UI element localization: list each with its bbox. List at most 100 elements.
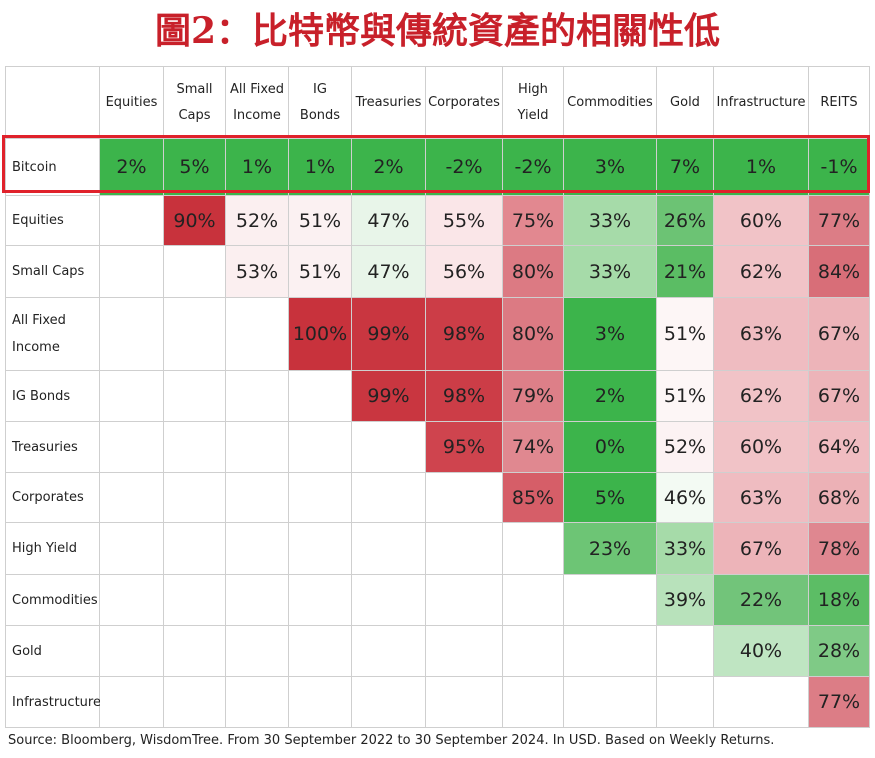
- correlation-cell: 63%: [714, 473, 809, 523]
- correlation-cell: 78%: [809, 523, 870, 575]
- empty-cell: [100, 298, 164, 371]
- correlation-cell: 62%: [714, 246, 809, 298]
- row-header-equities: Equities: [5, 196, 100, 246]
- empty-cell: [164, 246, 226, 298]
- correlation-cell: 51%: [289, 196, 352, 246]
- empty-cell: [164, 422, 226, 473]
- column-header-infrastructure: Infrastructure: [714, 66, 809, 139]
- column-header-gold: Gold: [657, 66, 714, 139]
- empty-cell: [164, 575, 226, 626]
- empty-cell: [164, 298, 226, 371]
- empty-cell: [503, 523, 564, 575]
- empty-cell: [164, 473, 226, 523]
- column-header-treasuries: Treasuries: [352, 66, 426, 139]
- column-header-text: All Fixed Income: [230, 77, 284, 129]
- row-header-treasuries: Treasuries: [5, 422, 100, 473]
- label-line: Small: [176, 81, 213, 97]
- row-header-text: Gold: [12, 638, 42, 665]
- empty-cell: [100, 677, 164, 728]
- correlation-cell: 18%: [809, 575, 870, 626]
- empty-cell: [352, 523, 426, 575]
- empty-cell: [352, 473, 426, 523]
- empty-cell: [503, 677, 564, 728]
- correlation-cell: 23%: [564, 523, 657, 575]
- row-header-text: IG Bonds: [12, 383, 70, 410]
- empty-cell: [100, 422, 164, 473]
- column-header-text: Treasuries: [356, 90, 422, 116]
- label-line: High Yield: [12, 541, 77, 556]
- empty-cell: [503, 626, 564, 677]
- empty-cell: [352, 677, 426, 728]
- correlation-cell: 52%: [657, 422, 714, 473]
- empty-cell: [100, 575, 164, 626]
- correlation-cell: 28%: [809, 626, 870, 677]
- label-line: Small Caps: [12, 264, 85, 279]
- empty-cell: [289, 677, 352, 728]
- row-header-commodities: Commodities: [5, 575, 100, 626]
- label-line: All Fixed: [12, 313, 66, 328]
- label-line: Income: [12, 340, 60, 355]
- correlation-cell: 75%: [503, 196, 564, 246]
- correlation-cell: 99%: [352, 371, 426, 422]
- correlation-cell: 67%: [714, 523, 809, 575]
- correlation-cell: -1%: [809, 139, 870, 196]
- correlation-cell: 53%: [226, 246, 289, 298]
- empty-cell: [226, 523, 289, 575]
- empty-cell: [352, 422, 426, 473]
- label-line: Income: [233, 107, 281, 123]
- correlation-cell: 74%: [503, 422, 564, 473]
- empty-cell: [226, 626, 289, 677]
- empty-cell: [226, 575, 289, 626]
- correlation-cell: 7%: [657, 139, 714, 196]
- correlation-cell: 21%: [657, 246, 714, 298]
- row-header-corporates: Corporates: [5, 473, 100, 523]
- empty-cell: [226, 677, 289, 728]
- correlation-cell: 33%: [564, 246, 657, 298]
- table-corner: [5, 66, 100, 139]
- empty-cell: [100, 246, 164, 298]
- correlation-cell: 80%: [503, 246, 564, 298]
- empty-cell: [426, 626, 503, 677]
- empty-cell: [564, 626, 657, 677]
- empty-cell: [289, 371, 352, 422]
- correlation-cell: 3%: [564, 298, 657, 371]
- label-line: All Fixed: [230, 81, 284, 97]
- correlation-cell: 60%: [714, 422, 809, 473]
- label-line: Bonds: [299, 107, 341, 123]
- row-header-infrastructure: Infrastructure: [5, 677, 101, 728]
- empty-cell: [714, 677, 809, 728]
- correlation-cell: 100%: [289, 298, 352, 371]
- column-header-text: IG Bonds: [300, 77, 340, 129]
- label-line: REITS: [820, 94, 858, 110]
- label-line: Caps: [178, 107, 211, 123]
- row-header-text: Bitcoin: [12, 154, 57, 181]
- empty-cell: [657, 626, 714, 677]
- correlation-cell: 3%: [564, 139, 657, 196]
- row-header-text: Corporates: [12, 484, 84, 511]
- correlation-cell: 33%: [564, 196, 657, 246]
- correlation-cell: 77%: [809, 677, 870, 728]
- row-header-text: High Yield: [12, 535, 77, 562]
- correlation-cell: 51%: [289, 246, 352, 298]
- correlation-cell: 55%: [426, 196, 503, 246]
- empty-cell: [164, 371, 226, 422]
- column-header-text: Small Caps: [176, 77, 212, 129]
- label-line: Infrastructure: [716, 94, 806, 110]
- label-line: Equities: [12, 213, 64, 228]
- column-header-text: Gold: [670, 90, 700, 116]
- source-note: Source: Bloomberg, WisdomTree. From 30 S…: [8, 733, 775, 748]
- column-header-equities: Equities: [100, 66, 164, 139]
- row-header-text: All Fixed Income: [12, 307, 66, 361]
- empty-cell: [226, 371, 289, 422]
- correlation-cell: 1%: [714, 139, 809, 196]
- row-header-gold: Gold: [5, 626, 100, 677]
- chart-title: 圖2：比特幣與傳統資產的相關性低: [154, 10, 721, 52]
- correlation-cell: 5%: [564, 473, 657, 523]
- correlation-cell: 39%: [657, 575, 714, 626]
- correlation-cell: 51%: [657, 371, 714, 422]
- column-header-text: Equities: [106, 90, 158, 116]
- correlation-cell: 46%: [657, 473, 714, 523]
- row-header-text: Treasuries: [12, 434, 78, 461]
- empty-cell: [426, 575, 503, 626]
- correlation-cell: 64%: [809, 422, 870, 473]
